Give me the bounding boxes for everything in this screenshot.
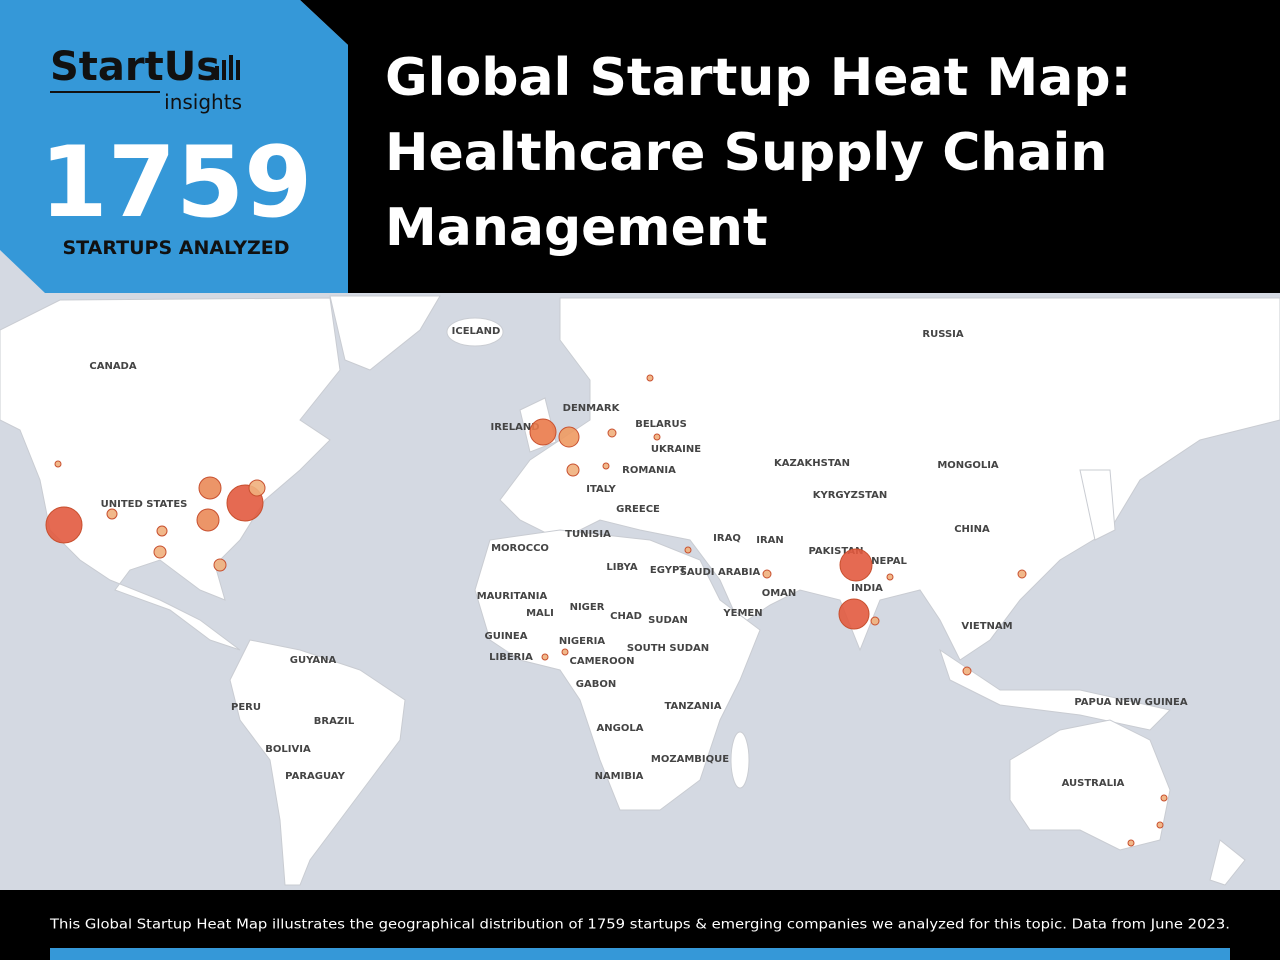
country-label: ANGOLA	[597, 723, 644, 734]
bubble	[529, 418, 557, 446]
country-label: YEMEN	[722, 608, 762, 619]
bubble	[248, 479, 266, 497]
count-label: STARTUPS ANALYZED	[62, 237, 289, 259]
title-line: Management	[385, 198, 768, 258]
bubble	[541, 653, 549, 661]
bubble	[646, 374, 654, 382]
bubble	[1160, 794, 1168, 802]
bubble	[653, 433, 661, 441]
bubble	[838, 598, 870, 630]
bubble	[213, 558, 227, 572]
country-label: KYRGYZSTAN	[813, 490, 888, 501]
country-label: LIBERIA	[489, 652, 533, 663]
bubble	[602, 462, 610, 470]
brand-sub: insights	[164, 90, 242, 114]
country-label: UNITED STATES	[101, 499, 188, 510]
bubble	[839, 548, 873, 582]
bubble	[566, 463, 580, 477]
bubble	[1156, 821, 1164, 829]
country-label: MALI	[526, 608, 554, 619]
country-label: KAZAKHSTAN	[774, 458, 850, 469]
footer-bar	[50, 948, 1230, 960]
country-label: UKRAINE	[651, 444, 701, 455]
startup-bubbles	[45, 374, 1168, 847]
country-label: GUINEA	[485, 631, 528, 642]
country-label: NAMIBIA	[595, 771, 644, 782]
country-label: PAPUA NEW GUINEA	[1074, 697, 1187, 708]
country-label: BELARUS	[635, 419, 687, 430]
bubble	[870, 616, 880, 626]
country-label: AUSTRALIA	[1062, 778, 1125, 789]
country-label: MAURITANIA	[477, 591, 548, 602]
country-labels: ICELAND RUSSIA CANADA DENMARK BELARUS IRELAND…	[89, 326, 1187, 789]
country-label: CANADA	[89, 361, 136, 372]
brand-icon	[215, 55, 240, 80]
country-label: INDIA	[851, 583, 883, 594]
country-label: BOLIVIA	[265, 744, 311, 755]
country-label: ROMANIA	[622, 465, 676, 476]
country-label: MOZAMBIQUE	[651, 754, 729, 765]
country-label: IRAQ	[713, 533, 741, 544]
country-label: SAUDI ARABIA	[680, 567, 761, 578]
country-label: PERU	[231, 702, 261, 713]
country-label: DENMARK	[563, 403, 621, 414]
bubble	[1017, 569, 1027, 579]
bubble	[762, 569, 772, 579]
country-label: LIBYA	[606, 562, 637, 573]
country-label: BRAZIL	[314, 716, 355, 727]
country-label: SOUTH SUDAN	[627, 643, 709, 654]
country-label: ICELAND	[452, 326, 501, 337]
country-label: CHINA	[954, 524, 990, 535]
country-label: OMAN	[762, 588, 797, 599]
bubble	[561, 648, 569, 656]
country-label: RUSSIA	[922, 329, 963, 340]
country-label: GREECE	[616, 504, 660, 515]
title-line: Healthcare Supply Chain	[385, 123, 1107, 183]
landmasses	[0, 295, 1280, 886]
country-label: VIETNAM	[961, 621, 1012, 632]
bubble	[886, 573, 894, 581]
country-label: TANZANIA	[665, 701, 722, 712]
footer-text: This Global Startup Heat Map illustrates…	[49, 918, 1230, 933]
bubble	[196, 508, 220, 532]
country-label: SUDAN	[648, 615, 688, 626]
bubble	[962, 666, 972, 676]
country-label: NEPAL	[871, 556, 907, 567]
country-label: IRELAND	[490, 422, 539, 433]
title-line: Global Startup Heat Map:	[385, 48, 1131, 108]
country-label: NIGER	[570, 602, 605, 613]
startup-count: 1759	[40, 126, 313, 240]
count-panel	[0, 0, 348, 293]
bubble	[156, 525, 168, 537]
bubble	[198, 476, 222, 500]
bubble	[54, 460, 62, 468]
country-label: GUYANA	[290, 655, 337, 666]
bubble	[45, 506, 83, 544]
bubble	[684, 546, 692, 554]
country-label: MOROCCO	[491, 543, 549, 554]
country-label: ITALY	[586, 484, 616, 495]
country-label: NIGERIA	[559, 636, 606, 647]
bubble	[558, 426, 580, 448]
bubble	[607, 428, 617, 438]
country-label: CAMEROON	[570, 656, 635, 667]
bubble	[106, 508, 118, 520]
country-label: PAKISTAN	[809, 546, 864, 557]
bubble	[1127, 839, 1135, 847]
bubble	[153, 545, 167, 559]
title-panel	[300, 0, 1280, 293]
country-label: EGYPT	[650, 565, 686, 576]
country-label: CHAD	[610, 611, 642, 622]
country-label: GABON	[576, 679, 616, 690]
country-label: PARAGUAY	[285, 771, 345, 782]
brand: StartUs	[50, 44, 220, 90]
country-label: IRAN	[756, 535, 784, 546]
country-label: TUNISIA	[565, 529, 611, 540]
country-label: MONGOLIA	[937, 460, 999, 471]
